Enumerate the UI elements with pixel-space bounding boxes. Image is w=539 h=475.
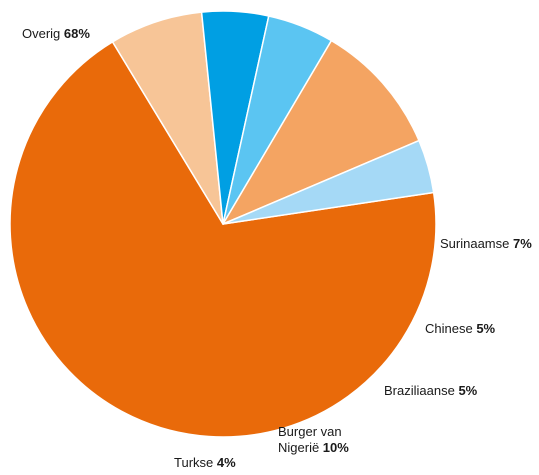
pie-slice-turkse — [222, 139, 435, 225]
slice-label-braziliaanse: Braziliaanse 5% — [384, 383, 478, 398]
slice-label-value: 7% — [509, 236, 532, 251]
slice-label-name: Nigerië — [278, 440, 319, 455]
slice-label-burger-van-nigeri: Burger van Nigerië 10% — [278, 424, 349, 455]
slice-label-name: Burger van — [278, 424, 342, 439]
slice-label-name: Braziliaanse — [384, 383, 455, 398]
slice-label-name: Surinaamse — [440, 236, 509, 251]
slice-label-value: 68% — [60, 26, 90, 41]
slice-label-turkse: Turkse 4% — [174, 455, 236, 470]
slice-label-value: 10% — [319, 440, 349, 455]
slice-label-name: Overig — [22, 26, 60, 41]
slice-label-value: 5% — [455, 383, 478, 398]
slice-label-name: Chinese — [425, 321, 473, 336]
slice-label-surinaamse: Surinaamse 7% — [440, 236, 532, 251]
pie-slice-overig — [9, 41, 437, 438]
pie-slices — [9, 10, 437, 438]
slice-label-chinese: Chinese 5% — [425, 321, 496, 336]
slice-label-name: Turkse — [174, 455, 213, 470]
pie-slice-burger-van-nigeri — [222, 39, 420, 225]
slice-label-value: 4% — [213, 455, 236, 470]
slice-label-value: 5% — [473, 321, 496, 336]
slice-label-overig: Overig 68% — [22, 26, 90, 41]
